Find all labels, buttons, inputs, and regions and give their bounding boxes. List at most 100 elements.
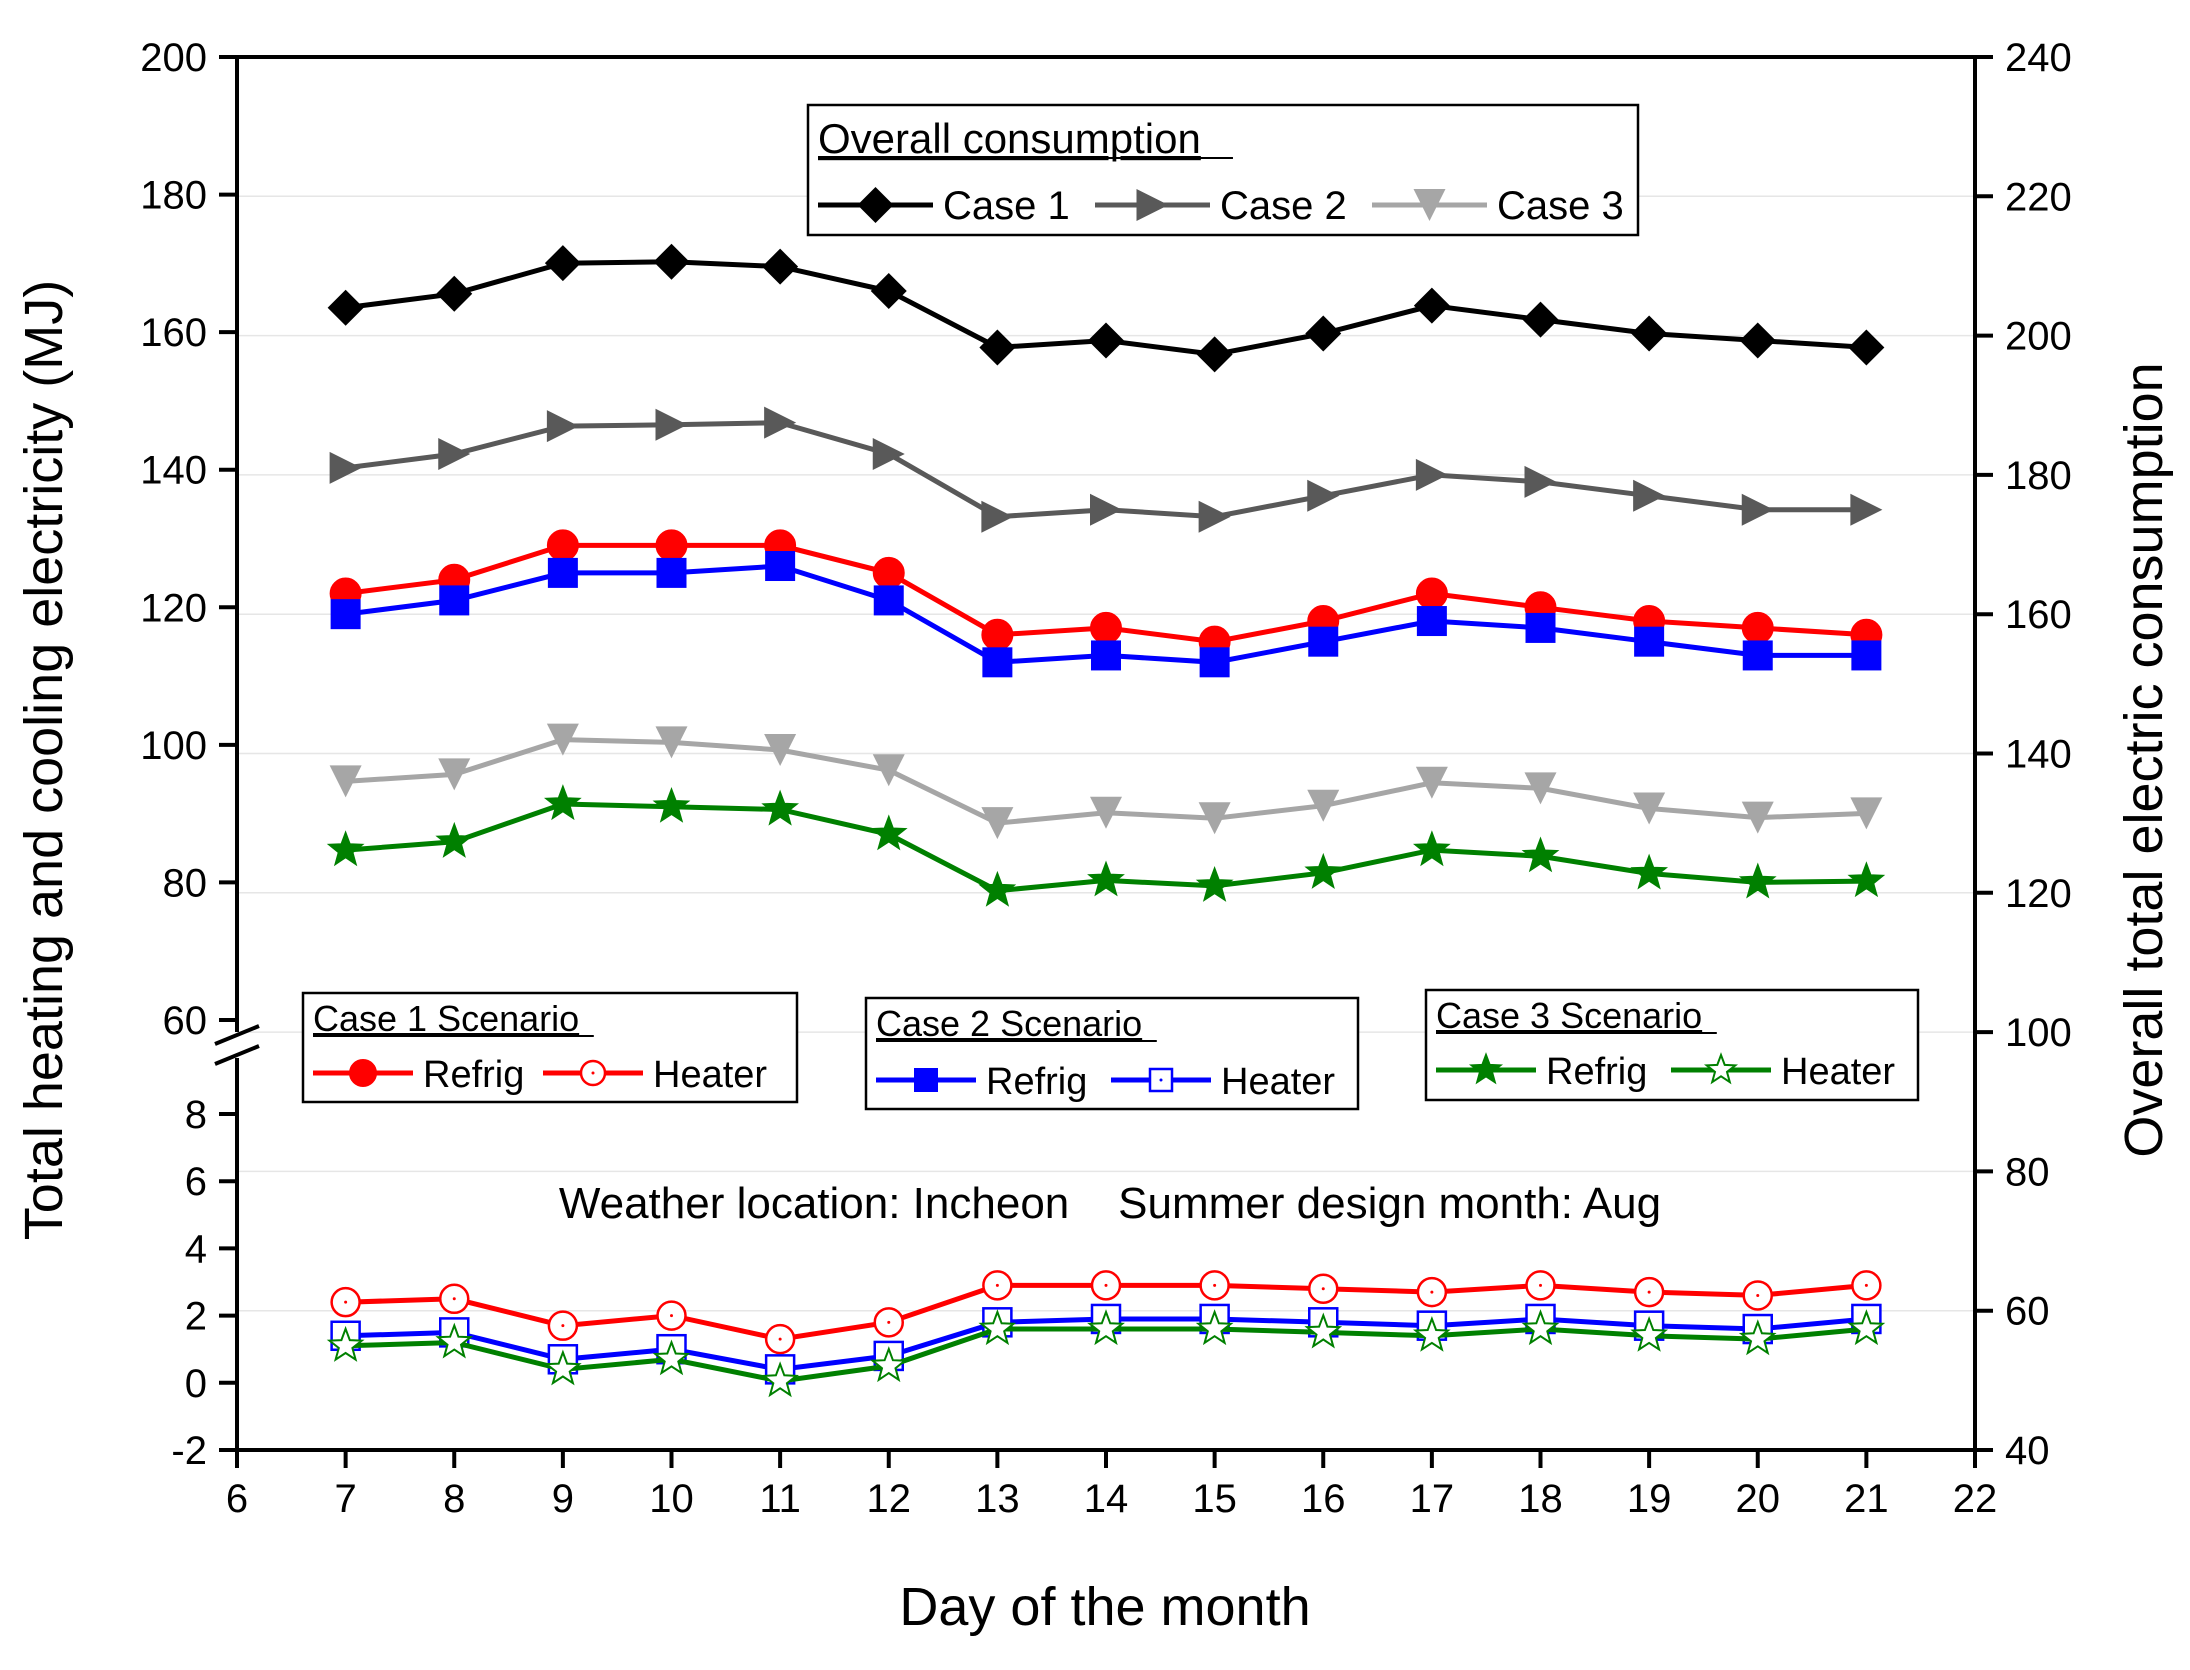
data-point-case-3 — [1307, 789, 1340, 822]
data-point-case-3 — [1741, 801, 1774, 834]
data-point-case-1-heater — [330, 1286, 361, 1318]
axis-break-mark — [214, 1044, 260, 1066]
data-point-case-3 — [1633, 792, 1666, 825]
data-point-case-1-refrig — [1415, 577, 1448, 610]
data-point-case-2-refrig — [1091, 640, 1121, 671]
data-point-case-1-heater — [439, 1283, 470, 1315]
data-point-case-3 — [1090, 796, 1122, 829]
data-point-case-2-refrig — [1851, 640, 1882, 671]
data-point-case-1 — [327, 289, 364, 326]
data-point-case-1-refrig — [546, 529, 579, 562]
data-point-case-2-refrig — [1742, 640, 1773, 671]
data-point-case-3-refrig — [978, 870, 1017, 907]
data-point-case-2-refrig — [547, 557, 578, 588]
data-point-case-1-heater — [1308, 1273, 1339, 1304]
data-point-case-3 — [1415, 766, 1448, 799]
data-point-case-3 — [1850, 797, 1883, 830]
data-point-case-1-heater — [873, 1307, 904, 1338]
legend-overall: Overall consumption Case 1 Case 2 Case 3 — [806, 103, 1640, 237]
axis-break-mark — [214, 1024, 260, 1046]
legend-marker — [1703, 1052, 1739, 1085]
data-point-case-1 — [1088, 322, 1124, 359]
data-point-case-2-refrig — [982, 647, 1013, 678]
legend-box — [864, 996, 1360, 1111]
data-point-case-1-heater — [656, 1300, 687, 1331]
data-point-case-3-heater — [435, 1322, 474, 1359]
data-point-case-1-refrig — [1741, 611, 1774, 644]
legend-title: Case 2 Scenario — [876, 1003, 1142, 1044]
data-point-case-3-refrig — [761, 789, 800, 826]
data-point-case-1-heater — [1416, 1276, 1448, 1308]
x-axis-label: Day of the month — [899, 1577, 1310, 1637]
legend-label: Heater — [1781, 1051, 1895, 1093]
data-point-case-2-refrig — [873, 585, 904, 616]
x-tick-label: 6 — [226, 1477, 248, 1521]
data-point-case-3-heater — [543, 1349, 582, 1386]
data-point-case-3 — [329, 765, 362, 798]
x-tick-label: 13 — [975, 1477, 1020, 1521]
data-point-case-3-heater — [1304, 1312, 1343, 1349]
x-tick-label: 22 — [1953, 1477, 1998, 1521]
data-point-case-2 — [1090, 493, 1122, 526]
x-tick-label: 14 — [1084, 1477, 1129, 1521]
data-point-case-1-heater — [1199, 1270, 1230, 1301]
data-point-case-1-heater — [764, 1323, 796, 1355]
data-point-case-3-refrig — [652, 786, 691, 823]
data-point-case-3-refrig — [869, 814, 908, 851]
data-point-case-2-refrig — [765, 551, 796, 582]
legend-marker — [1148, 1067, 1174, 1093]
y-left-tick-label: 180 — [140, 174, 207, 218]
y-left-tick-label: 160 — [140, 311, 207, 355]
y-left-tick-label: 6 — [185, 1160, 207, 1204]
data-point-case-1-heater — [1525, 1270, 1556, 1301]
legend-box — [1424, 988, 1920, 1102]
legend-label: Case 3 — [1497, 184, 1624, 228]
data-point-case-3 — [438, 758, 471, 791]
data-point-case-2 — [1633, 479, 1666, 512]
y-left-tick-label: 100 — [140, 724, 207, 768]
y-left-tick-label: 0 — [185, 1362, 207, 1406]
data-point-case-1 — [544, 245, 581, 282]
data-point-case-1 — [870, 273, 907, 310]
x-tick-label: 9 — [552, 1477, 574, 1521]
data-point-case-3-refrig — [543, 784, 582, 821]
data-point-case-1 — [1631, 315, 1668, 352]
data-point-case-3-heater — [1087, 1309, 1125, 1346]
data-point-case-3-heater — [978, 1309, 1017, 1346]
series-case-3-refrig — [326, 784, 1886, 907]
data-point-case-2 — [1850, 493, 1883, 526]
data-point-case-1-heater — [1742, 1280, 1773, 1311]
x-tick-label: 8 — [443, 1477, 465, 1521]
y-left-tick-label: 8 — [185, 1093, 207, 1137]
data-point-case-1 — [1196, 336, 1233, 373]
data-point-case-2 — [1415, 458, 1448, 491]
legend-title: Overall consumption — [818, 115, 1201, 162]
y-axis-label-right: Overall total electric consumption — [2114, 362, 2174, 1157]
data-point-case-1-refrig — [1090, 611, 1122, 644]
data-point-case-2-refrig — [1308, 626, 1339, 657]
legend-label: Refrig — [423, 1054, 524, 1096]
legend-box — [806, 103, 1640, 237]
data-point-case-3-heater — [1412, 1315, 1451, 1352]
x-tick-label: 20 — [1736, 1477, 1781, 1521]
x-tick-label: 19 — [1627, 1477, 1672, 1521]
legend-label: Heater — [653, 1054, 767, 1096]
legend-title: Case 1 Scenario — [313, 998, 579, 1039]
x-tick-label: 11 — [759, 1477, 801, 1521]
series-case-3 — [329, 723, 1883, 840]
data-point-case-3-refrig — [326, 830, 365, 867]
data-point-case-3 — [764, 734, 797, 767]
data-point-case-3 — [1198, 802, 1231, 835]
legend-marker — [914, 1068, 938, 1092]
data-point-case-2-refrig — [1416, 606, 1447, 637]
data-point-case-3 — [1524, 772, 1557, 805]
series-case-2 — [329, 406, 1883, 533]
data-point-case-1-heater — [1090, 1270, 1122, 1301]
data-point-case-3-heater — [1847, 1309, 1886, 1346]
data-point-case-2-refrig — [1634, 626, 1665, 657]
data-point-case-1-refrig — [981, 618, 1014, 651]
y-right-tick-label: 220 — [2005, 175, 2072, 219]
data-point-case-3-refrig — [1304, 852, 1343, 889]
